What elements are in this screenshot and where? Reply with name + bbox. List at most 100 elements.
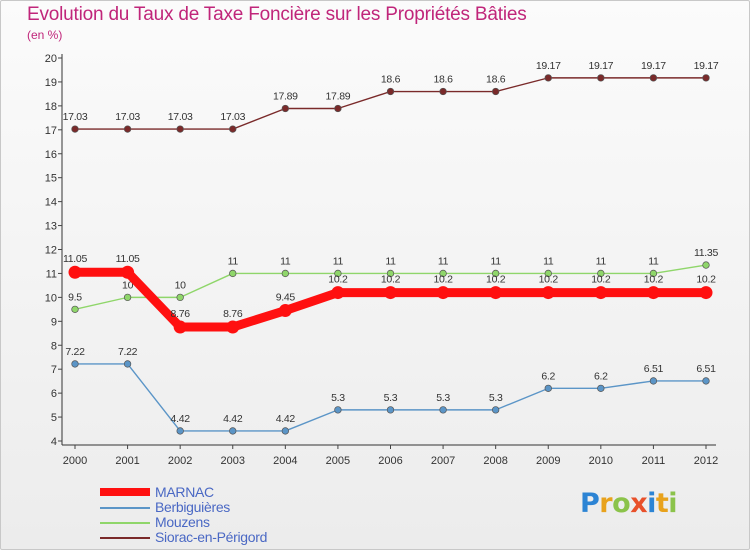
- data-point-siorac-en-p-rigord: [439, 87, 447, 96]
- data-label-berbigui-res: 4.42: [276, 413, 296, 425]
- data-label-mouzens: 11: [280, 255, 291, 267]
- data-label-siorac-en-p-rigord: 17.03: [220, 111, 245, 123]
- y-tick-label: 6: [51, 388, 57, 400]
- x-tick-label: 2006: [378, 455, 402, 467]
- data-point-berbigui-res: [492, 406, 500, 414]
- data-point-siorac-en-p-rigord: [702, 74, 710, 82]
- data-label-marnac: 8.76: [171, 308, 191, 320]
- data-label-berbigui-res: 5.3: [489, 392, 503, 404]
- legend-label: Berbiguières: [155, 499, 230, 515]
- data-label-mouzens: 11: [228, 255, 239, 267]
- legend-label: MARNAC: [155, 484, 214, 500]
- y-tick-label: 14: [45, 197, 57, 209]
- data-point-marnac: [384, 286, 397, 300]
- legend-label: Siorac-en-Périgord: [155, 529, 268, 545]
- data-point-siorac-en-p-rigord: [176, 125, 184, 133]
- x-tick-label: 2001: [115, 455, 139, 467]
- data-point-marnac: [121, 265, 135, 279]
- logo-letter: r: [599, 488, 613, 519]
- logo-letter: o: [612, 488, 631, 519]
- data-label-marnac: 10.2: [381, 274, 401, 286]
- data-point-mouzens: [597, 269, 605, 278]
- data-label-siorac-en-p-rigord: 18.6: [381, 74, 401, 86]
- data-point-mouzens: [386, 269, 395, 278]
- data-point-mouzens: [649, 269, 658, 278]
- data-label-siorac-en-p-rigord: 19.17: [641, 60, 666, 72]
- legend-swatch-berbiguieres: [100, 507, 150, 509]
- y-tick-label: 5: [51, 412, 57, 424]
- chart-title: Evolution du Taux de Taxe Foncière sur l…: [27, 4, 527, 25]
- y-tick-label: 16: [45, 149, 57, 161]
- data-point-mouzens: [71, 305, 79, 313]
- y-tick-label: 8: [51, 340, 57, 352]
- data-point-siorac-en-p-rigord: [649, 74, 658, 82]
- data-label-marnac: 10.2: [433, 274, 453, 286]
- data-point-siorac-en-p-rigord: [229, 125, 237, 133]
- data-label-berbigui-res: 4.42: [223, 413, 243, 425]
- data-point-marnac: [699, 286, 713, 300]
- data-label-siorac-en-p-rigord: 17.89: [273, 91, 298, 103]
- data-label-mouzens: 11: [385, 255, 396, 267]
- data-label-marnac: 9.45: [276, 292, 296, 304]
- legend-swatch-marnac: [100, 488, 150, 496]
- data-point-mouzens: [544, 269, 552, 278]
- logo-letter: x: [630, 488, 648, 519]
- data-label-berbigui-res: 6.2: [541, 370, 555, 382]
- y-tick-label: 4: [51, 436, 57, 448]
- data-point-marnac: [541, 286, 555, 300]
- data-label-mouzens: 11: [648, 255, 659, 267]
- data-point-mouzens: [492, 269, 500, 278]
- data-label-berbigui-res: 6.51: [696, 363, 716, 375]
- logo-letter: P: [580, 488, 600, 519]
- data-point-berbigui-res: [597, 384, 605, 392]
- data-label-siorac-en-p-rigord: 17.03: [115, 111, 140, 123]
- y-tick-label: 12: [45, 245, 57, 257]
- chart-unit-label: (en %): [27, 28, 63, 42]
- data-label-siorac-en-p-rigord: 19.17: [588, 60, 613, 72]
- legend-label: Mouzens: [155, 514, 210, 530]
- data-point-mouzens: [702, 261, 710, 269]
- data-label-siorac-en-p-rigord: 19.17: [536, 60, 561, 72]
- data-label-marnac: 10.2: [644, 274, 664, 286]
- data-point-marnac: [68, 265, 82, 279]
- data-point-siorac-en-p-rigord: [492, 87, 500, 96]
- data-point-siorac-en-p-rigord: [281, 104, 289, 113]
- data-point-marnac: [278, 304, 292, 318]
- data-label-marnac: 10.2: [539, 274, 559, 286]
- y-tick-label: 15: [45, 173, 57, 185]
- y-tick-label: 10: [45, 292, 57, 304]
- data-point-siorac-en-p-rigord: [597, 74, 605, 82]
- x-tick-label: 2012: [694, 455, 718, 467]
- x-tick-label: 2005: [326, 455, 350, 467]
- data-point-mouzens: [281, 269, 289, 278]
- data-label-mouzens: 11: [491, 255, 502, 267]
- y-tick-label: 19: [45, 77, 57, 89]
- data-point-berbigui-res: [71, 360, 79, 368]
- line-chart: 4 5 6 7 8 9 10 11 12 13 14 15 16 17 18 19 20 2000 2001 2002…: [45, 53, 719, 467]
- data-point-mouzens: [229, 269, 237, 278]
- y-tick-label: 17: [45, 125, 57, 137]
- logo-letter: i: [647, 488, 656, 519]
- data-label-siorac-en-p-rigord: 17.03: [168, 111, 193, 123]
- data-point-berbigui-res: [544, 384, 552, 392]
- data-point-siorac-en-p-rigord: [544, 74, 552, 82]
- data-point-marnac: [594, 286, 608, 300]
- data-label-berbigui-res: 6.51: [644, 363, 664, 375]
- data-point-berbigui-res: [702, 377, 710, 385]
- data-point-marnac: [226, 320, 240, 334]
- data-point-mouzens: [123, 293, 132, 302]
- data-label-mouzens: 10: [122, 279, 134, 291]
- data-label-siorac-en-p-rigord: 17.89: [326, 91, 351, 103]
- data-point-siorac-en-p-rigord: [386, 87, 395, 96]
- data-point-berbigui-res: [176, 427, 184, 435]
- data-point-mouzens: [176, 293, 184, 302]
- data-label-berbigui-res: 6.2: [594, 370, 608, 382]
- y-tick-label: 7: [51, 364, 57, 376]
- x-tick-label: 2000: [63, 455, 87, 467]
- data-point-berbigui-res: [123, 360, 132, 368]
- y-tick-label: 18: [45, 101, 57, 113]
- data-label-marnac: 10.2: [591, 274, 611, 286]
- x-tick-label: 2004: [273, 455, 297, 467]
- data-label-marnac: 11.05: [63, 253, 87, 265]
- data-point-siorac-en-p-rigord: [334, 104, 342, 113]
